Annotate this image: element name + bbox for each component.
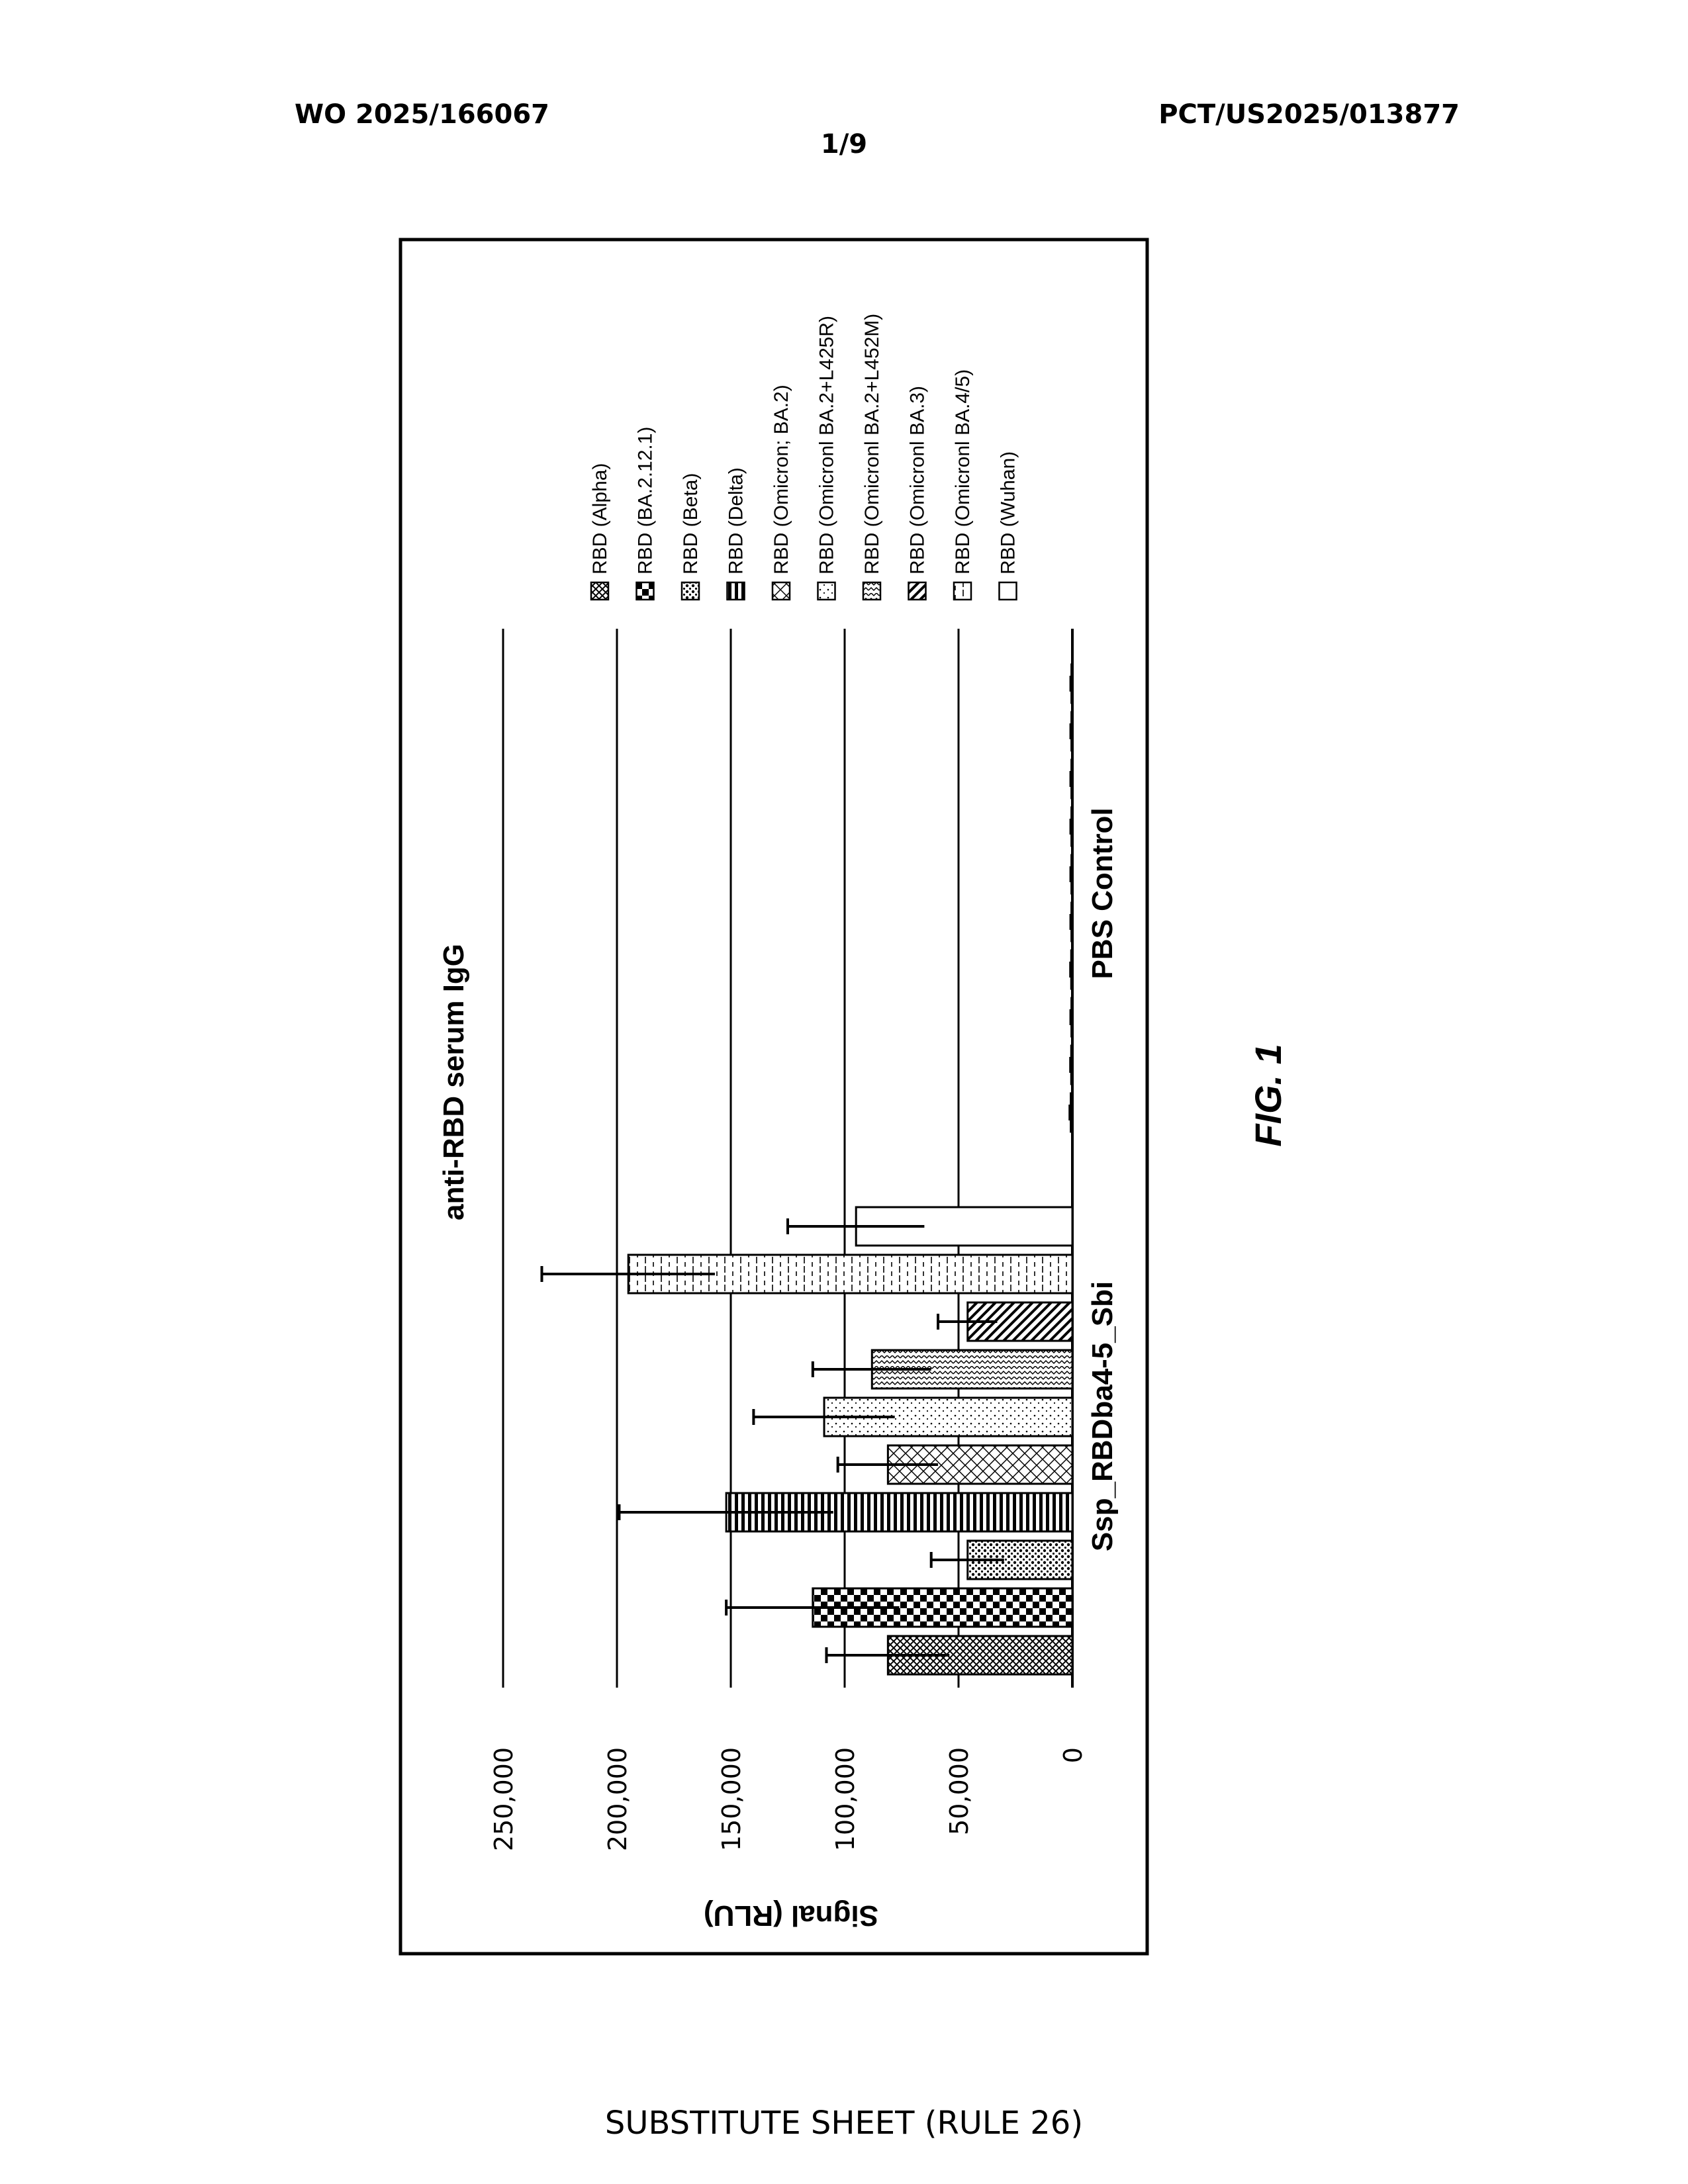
y-axis-label: Signal (RLU) xyxy=(704,1899,878,1932)
category-labels: Ssp_RBDba4-5_Sbi PBS Control xyxy=(1086,807,1119,1551)
error-bar xyxy=(1071,866,1072,882)
category-label: PBS Control xyxy=(1086,807,1119,979)
legend-swatch xyxy=(909,582,926,600)
y-tick-label: 250,000 xyxy=(489,1747,518,1851)
error-bar xyxy=(1071,771,1072,787)
category-label: Ssp_RBDba4-5_Sbi xyxy=(1086,1281,1119,1551)
y-tick-label: 50,000 xyxy=(945,1747,974,1835)
legend-entry: RBD (Omicronl BA.4/5) xyxy=(952,369,974,574)
legend-swatch xyxy=(637,582,654,600)
bars xyxy=(628,664,1072,1674)
legend-entry: RBD (Beta) xyxy=(680,473,702,574)
legend-entry: RBD (Alpha) xyxy=(589,463,611,574)
error-bar xyxy=(1071,1009,1072,1025)
error-bar xyxy=(1071,914,1072,930)
legend-swatch xyxy=(591,582,608,600)
legend: RBD (Alpha) RBD (BA.2.12.1) RBD (Beta) RBD … xyxy=(589,314,1019,600)
page-footer: SUBSTITUTE SHEET (RULE 26) xyxy=(0,2105,1688,2142)
error-bar xyxy=(1071,723,1072,739)
legend-swatch xyxy=(773,582,790,600)
error-bar xyxy=(1071,819,1072,835)
y-tick-label: 100,000 xyxy=(831,1747,860,1851)
legend-entry: RBD (Wuhan) xyxy=(998,451,1019,574)
legend-swatch xyxy=(954,582,971,600)
legend-swatch xyxy=(863,582,880,600)
legend-entry: RBD (Delta) xyxy=(726,467,747,574)
legend-swatch xyxy=(727,582,745,600)
legend-entry: RBD (BA.2.12.1) xyxy=(635,427,657,574)
legend-swatch xyxy=(1000,582,1017,600)
y-tick-label: 150,000 xyxy=(717,1747,746,1851)
y-tick-label: 200,000 xyxy=(603,1747,632,1851)
error-bar xyxy=(1070,1057,1072,1073)
legend-entry: RBD (Omicron; BA.2) xyxy=(771,385,792,574)
y-tick-label: 0 xyxy=(1058,1747,1088,1763)
legend-entry: RBD (Omicronl BA.2+L425R) xyxy=(816,316,838,574)
figure-label: FIG. 1 xyxy=(1247,1044,1289,1147)
error-bar xyxy=(1071,676,1072,692)
legend-swatch xyxy=(682,582,699,600)
legend-entry: RBD (Omicronl BA.2+L452M) xyxy=(861,314,883,574)
legend-entry: RBD (Omicronl BA.3) xyxy=(907,386,929,574)
chart-title: anti-RBD serum IgG xyxy=(438,944,470,1220)
y-axis-tick-labels: 0 50,000 100,000 150,000 200,000 250,000 xyxy=(489,1747,1088,1851)
legend-swatch xyxy=(818,582,835,600)
error-bar xyxy=(1070,962,1072,978)
